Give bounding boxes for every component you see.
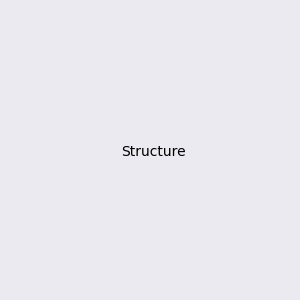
Text: Structure: Structure bbox=[122, 145, 186, 158]
